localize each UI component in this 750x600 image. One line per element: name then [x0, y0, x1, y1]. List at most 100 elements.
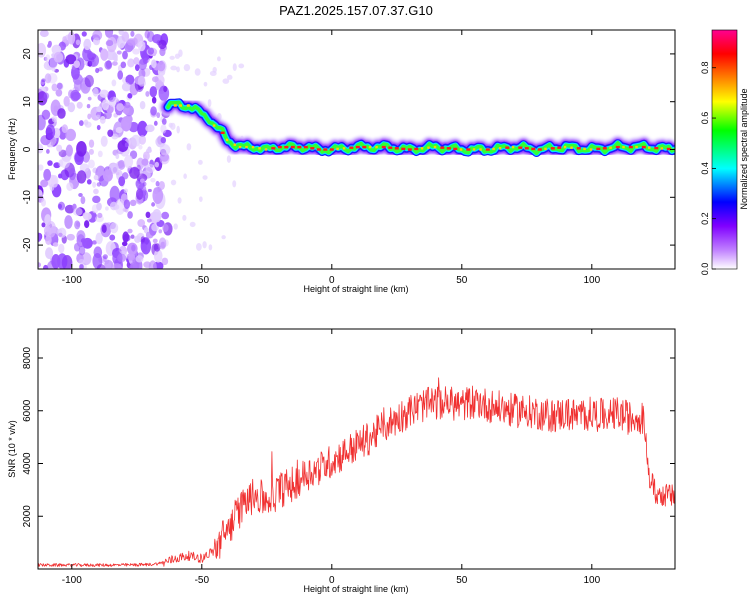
- snr-panel: -100 -50 0 50 100 2000 4000 6000 8000 Height of…: [7, 328, 676, 594]
- ridge-peak: [277, 145, 282, 149]
- snr-x-tick-label: -100: [62, 575, 82, 586]
- noise-blob: [105, 206, 109, 211]
- ridge-peak: [323, 148, 328, 151]
- noise-blob-sparse: [222, 78, 230, 84]
- ridge-peak: [505, 146, 510, 149]
- noise-blob: [121, 116, 132, 132]
- snr-y-tick-label: 6000: [22, 399, 33, 422]
- noise-blob-sparse: [189, 221, 196, 228]
- noise-blob: [96, 125, 101, 131]
- ridge-peak: [472, 148, 476, 151]
- noise-blob: [123, 199, 131, 210]
- ridge-peak: [186, 104, 190, 107]
- ridge-peak: [453, 147, 458, 151]
- noise-blob: [147, 188, 152, 193]
- ridge-peak: [537, 148, 542, 151]
- ridge-peak: [602, 147, 607, 150]
- noise-blob: [87, 96, 92, 101]
- noise-blob: [132, 48, 140, 55]
- noise-blob: [73, 79, 82, 92]
- noise-blob: [127, 92, 133, 99]
- noise-blob: [111, 79, 117, 87]
- noise-blob: [159, 47, 166, 57]
- ridge-peak: [570, 146, 573, 149]
- ridge-peak: [264, 148, 268, 151]
- noise-blob: [141, 243, 148, 252]
- ridge-peak: [251, 145, 255, 149]
- noise-blob: [58, 203, 62, 210]
- ridge-peak: [485, 148, 490, 151]
- ridge-peak: [622, 145, 625, 149]
- ridge-peak: [310, 147, 315, 150]
- snr-x-tick-label: -50: [195, 575, 210, 586]
- ridge-peak: [498, 147, 502, 150]
- noise-blob: [95, 232, 103, 245]
- ridge-peak: [492, 147, 495, 151]
- snr-x-axis-label: Height of straight line (km): [303, 584, 408, 594]
- spectrogram-x-tick-label: 0: [329, 275, 335, 286]
- noise-blob: [118, 30, 124, 36]
- noise-blob-sparse: [208, 244, 213, 251]
- ridge-peak: [233, 143, 237, 146]
- noise-blob: [102, 254, 108, 260]
- noise-blob: [43, 264, 49, 269]
- ridge-peak: [375, 145, 378, 149]
- ridge-peak: [563, 145, 567, 149]
- noise-blob: [160, 136, 167, 144]
- ridge-peak: [336, 147, 339, 151]
- noise-blob: [117, 159, 126, 170]
- noise-blob: [156, 112, 161, 119]
- noise-blob: [38, 114, 46, 131]
- spectrogram-y-ticks: -20 -10 0 10 20: [22, 48, 675, 252]
- noise-blob-sparse: [221, 235, 226, 240]
- noise-blob: [131, 37, 138, 45]
- noise-blob: [58, 149, 67, 158]
- spectrogram-y-tick-label: -20: [22, 237, 33, 252]
- noise-blob-sparse: [217, 56, 221, 62]
- noise-blob: [65, 128, 77, 142]
- noise-blob: [55, 88, 63, 97]
- ridge-peak: [225, 138, 229, 142]
- noise-blob-sparse: [183, 63, 191, 72]
- ridge-peak: [628, 145, 633, 149]
- noise-blob: [153, 243, 161, 252]
- snr-series: [38, 377, 675, 567]
- noise-blob: [78, 120, 84, 126]
- noise-blob-sparse: [207, 99, 212, 107]
- noise-blob: [151, 76, 159, 83]
- noise-blob: [65, 54, 77, 65]
- noise-blob: [41, 222, 46, 228]
- ridge-peak: [349, 146, 354, 149]
- noise-blob: [51, 175, 59, 188]
- noise-blob: [160, 124, 167, 134]
- spectrogram-y-tick-label: -10: [22, 190, 33, 205]
- noise-blob: [158, 229, 163, 234]
- noise-blob: [95, 114, 101, 119]
- noise-blob: [96, 106, 102, 113]
- ridge-peak: [648, 146, 651, 149]
- noise-blob: [52, 242, 59, 247]
- noise-blob-sparse: [232, 180, 237, 188]
- noise-blob: [83, 60, 89, 65]
- noise-blob: [99, 89, 109, 98]
- noise-blob: [43, 92, 50, 100]
- colorbar-tick-label: 0.2: [700, 212, 710, 225]
- noise-blob: [38, 164, 44, 171]
- spectrogram-x-axis-label: Height of straight line (km): [303, 284, 408, 294]
- noise-blob: [70, 89, 80, 102]
- noise-blob: [47, 40, 52, 47]
- ridge-peak: [459, 148, 463, 151]
- noise-blob-sparse: [168, 122, 173, 128]
- noise-blob: [158, 237, 167, 250]
- noise-blob: [66, 233, 75, 241]
- colorbar-tick-label: 0.4: [700, 162, 710, 175]
- ridge-peak: [179, 104, 182, 107]
- snr-x-tick-label: 100: [583, 575, 600, 586]
- spectrogram-ridge: [159, 94, 675, 161]
- noise-blob: [96, 264, 106, 269]
- noise-blob: [111, 61, 118, 66]
- noise-blob: [53, 51, 64, 63]
- ridge-peak: [303, 145, 308, 149]
- noise-blob: [116, 103, 124, 112]
- noise-blob-sparse: [177, 197, 182, 204]
